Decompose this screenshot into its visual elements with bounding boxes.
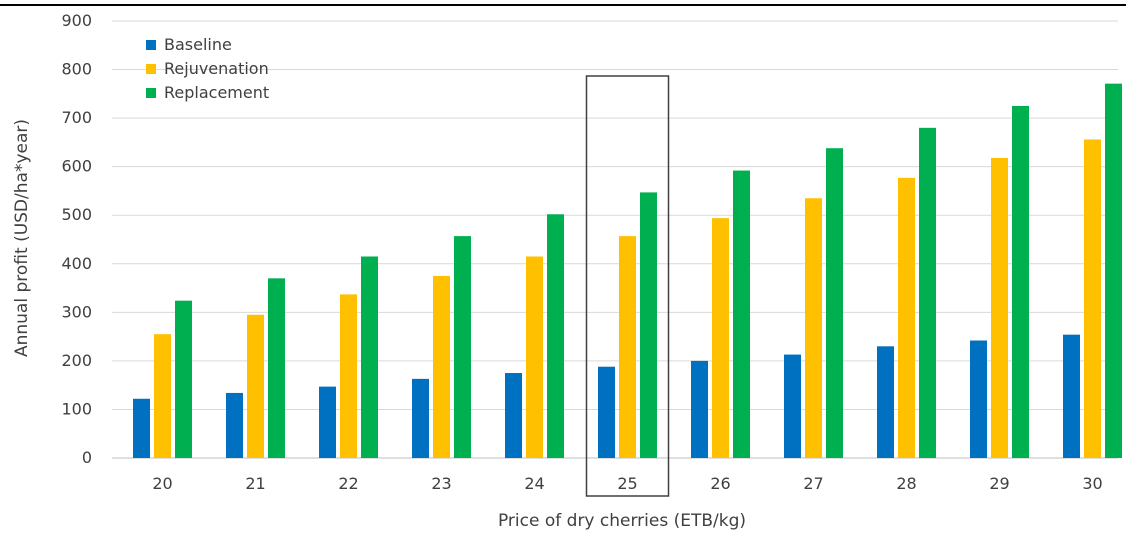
y-tick-label: 500 [61,205,92,224]
bar-baseline-21 [226,392,243,458]
legend-label-rejuvenation: Rejuvenation [164,59,269,78]
bar-rejuvenation-30 [1084,139,1101,458]
y-tick-label: 900 [61,11,92,30]
bar-rejuvenation-29 [991,157,1008,458]
y-tick-label: 700 [61,108,92,127]
bar-baseline-30 [1063,334,1080,458]
y-axis-title: Annual profit (USD/ha*year) [12,119,32,357]
bar-baseline-27 [784,354,801,458]
bar-baseline-20 [133,398,150,458]
bar-baseline-28 [877,346,894,458]
x-tick-label: 30 [1082,474,1102,493]
bar-replacement-20 [175,300,192,458]
bar-replacement-28 [919,127,936,459]
bar-baseline-26 [691,360,708,458]
bar-rejuvenation-24 [526,256,543,458]
bar-baseline-25 [598,366,615,458]
legend-swatch-rejuvenation [146,64,156,74]
y-axis-ticks: 0 100 200 300 400 500 600 700 800 900 [61,11,92,467]
bar-rejuvenation-25 [619,236,636,458]
x-tick-label: 25 [617,474,637,493]
bar-rejuvenation-21 [247,314,264,458]
x-tick-label: 28 [896,474,916,493]
bar-replacement-29 [1012,105,1029,458]
y-tick-label: 200 [61,351,92,370]
y-tick-label: 800 [61,60,92,79]
bar-rejuvenation-20 [154,334,171,458]
bar-replacement-27 [826,148,843,458]
bar-rejuvenation-22 [340,294,357,458]
y-tick-label: 100 [61,399,92,418]
bar-baseline-23 [412,378,429,458]
bar-rejuvenation-23 [433,275,450,458]
bar-replacement-30 [1105,83,1122,459]
bar-baseline-24 [505,373,522,458]
x-tick-label: 27 [803,474,823,493]
legend-label-baseline: Baseline [164,35,232,54]
x-tick-label: 21 [245,474,265,493]
gridlines [112,20,1118,459]
x-axis-title: Price of dry cherries (ETB/kg) [498,511,746,531]
bar-replacement-21 [268,278,285,458]
y-tick-label: 300 [61,302,92,321]
legend-swatch-baseline [146,40,156,50]
bar-rejuvenation-28 [898,177,915,458]
bar-replacement-23 [454,236,471,458]
highlight-layer [585,75,670,497]
y-tick-label: 400 [61,254,92,273]
bar-replacement-26 [733,170,750,458]
bar-baseline-22 [319,386,336,458]
bar-replacement-22 [361,256,378,458]
legend-swatch-replacement [146,88,156,98]
bars [133,83,1122,459]
x-tick-label: 20 [152,474,172,493]
x-tick-label: 22 [338,474,358,493]
x-tick-label: 23 [431,474,451,493]
bar-rejuvenation-26 [712,218,729,458]
x-axis-ticks: 20 21 22 23 24 25 26 27 28 29 30 [152,474,1102,493]
highlight-box [585,75,670,497]
bar-rejuvenation-27 [805,198,822,458]
bar-replacement-24 [547,214,564,458]
y-tick-label: 0 [82,448,92,467]
legend: Baseline Rejuvenation Replacement [146,35,269,102]
legend-label-replacement: Replacement [164,83,269,102]
x-tick-label: 26 [710,474,730,493]
bar-replacement-25 [640,192,657,458]
x-tick-label: 24 [524,474,544,493]
top-border-line [0,4,1126,6]
y-tick-label: 600 [61,157,92,176]
bar-baseline-29 [970,340,987,458]
x-tick-label: 29 [989,474,1009,493]
